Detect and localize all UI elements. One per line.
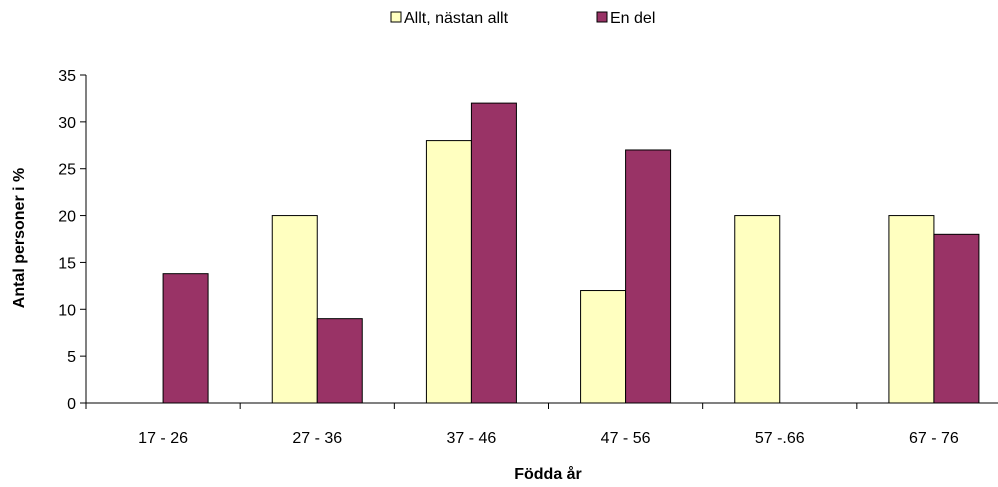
x-tick-label: 57 -.66	[755, 430, 805, 447]
legend-swatch	[390, 11, 402, 23]
legend: Allt, nästan allt En del	[390, 10, 655, 27]
y-tick-label: 10	[58, 302, 76, 319]
y-tick-label: 15	[58, 255, 76, 272]
x-axis: 17 - 26 27 - 36 37 - 46 47 - 56 57 -.66 67 - …	[85, 402, 998, 447]
y-tick-label: 5	[67, 349, 76, 366]
legend-swatch	[596, 11, 608, 23]
x-axis-title: Födda år	[514, 465, 582, 483]
y-tick-label: 20	[58, 209, 76, 226]
bars	[162, 102, 980, 404]
y-axis: 0 5 10 15 20 25 30 35	[58, 68, 87, 413]
bar-en-del	[625, 149, 672, 404]
bar-en-del	[470, 102, 517, 404]
x-tick-label: 27 - 36	[292, 430, 342, 447]
y-tick-label: 0	[67, 396, 76, 413]
bar-allt	[734, 215, 781, 404]
x-tick-label: 37 - 46	[447, 430, 497, 447]
bar-en-del	[933, 233, 980, 404]
y-tick-label: 25	[58, 162, 76, 179]
y-axis-title: Antal personer i %	[11, 168, 28, 308]
y-tick-label: 35	[58, 68, 76, 85]
bar-en-del	[316, 318, 363, 404]
bar-allt	[425, 140, 472, 404]
bar-allt	[271, 215, 318, 404]
x-tick-label: 47 - 56	[601, 430, 651, 447]
bar-en-del	[162, 273, 209, 404]
y-tick-label: 30	[58, 115, 76, 132]
legend-label: En del	[610, 10, 655, 27]
bar-allt	[580, 290, 627, 404]
x-tick-label: 17 - 26	[138, 430, 188, 447]
bar-allt	[888, 215, 935, 404]
legend-label: Allt, nästan allt	[404, 10, 509, 27]
x-tick-label: 67 - 76	[909, 430, 959, 447]
